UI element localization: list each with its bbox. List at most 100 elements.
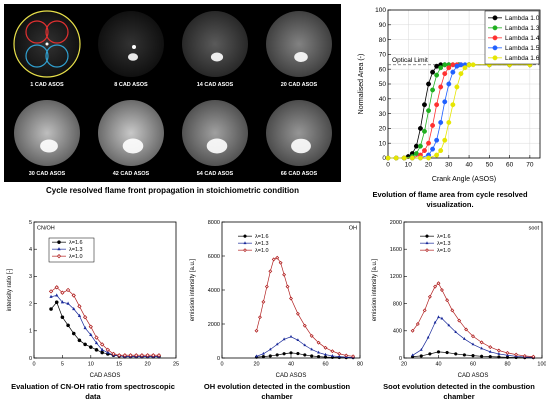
- data-point: [60, 290, 65, 295]
- x-tick-label: 40: [435, 362, 441, 368]
- legend-label: λ=1.6: [437, 234, 451, 240]
- flame-glow: [210, 52, 224, 62]
- legend-label: λ=1.6: [255, 234, 269, 240]
- data-point: [145, 353, 150, 358]
- y-tick-label: 100: [375, 7, 386, 14]
- data-point: [49, 294, 53, 298]
- data-point: [77, 304, 82, 309]
- y-tick-label: 5: [29, 220, 32, 226]
- data-point: [60, 300, 64, 304]
- frame-label: 54 CAD ASOS: [196, 171, 234, 177]
- data-point: [440, 316, 444, 320]
- x-tick-label: 20: [145, 362, 151, 368]
- data-point: [492, 15, 498, 21]
- y-tick-label: 6000: [208, 254, 220, 260]
- data-point: [438, 65, 444, 71]
- flame-frame: 8 CAD ASOS: [92, 7, 170, 89]
- x-tick-label: 25: [173, 362, 179, 368]
- series-line: [388, 64, 530, 159]
- data-point: [324, 352, 327, 356]
- frame-label: 20 CAD ASOS: [280, 82, 318, 88]
- data-point: [278, 260, 283, 265]
- data-point: [289, 296, 293, 301]
- data-point: [330, 349, 335, 354]
- legend-label: Lambda 1.4: [505, 35, 540, 42]
- data-point: [302, 323, 307, 328]
- y-tick-label: 3: [29, 274, 32, 280]
- data-point: [111, 351, 116, 357]
- data-point: [310, 347, 314, 351]
- data-point: [77, 313, 82, 317]
- valve-outline: [45, 44, 69, 68]
- flame-frame: 1 CAD ASOS: [8, 7, 86, 89]
- data-point: [433, 284, 438, 289]
- x-tick-label: 50: [486, 162, 494, 169]
- data-point: [317, 350, 320, 354]
- flame-image-panel: 1 CAD ASOS 8 CAD ASOS 14 CAD ASOS 20 CAD AS…: [4, 4, 341, 182]
- data-point: [422, 128, 427, 134]
- frame-label: 42 CAD ASOS: [112, 171, 150, 177]
- flame-frame: 66 CAD ASOS: [260, 96, 338, 178]
- data-point: [446, 65, 452, 71]
- flame-area-chart: 0 10 20 30 40 50 60 70 0 10 20 30 40 50 60 70 80 90 100 Cra…: [358, 7, 541, 183]
- data-point: [303, 343, 307, 347]
- x-tick-label: 60: [506, 162, 514, 169]
- data-point: [428, 352, 432, 356]
- y-tick-label: 4: [29, 247, 32, 253]
- data-point: [422, 102, 427, 108]
- x-tick-label: 0: [220, 362, 223, 368]
- data-point: [488, 345, 493, 350]
- data-point: [331, 354, 334, 357]
- flame-glow: [122, 138, 144, 154]
- data-point: [254, 328, 259, 333]
- x-axis-label: CAD ASOS: [90, 373, 121, 379]
- data-point: [439, 288, 444, 292]
- oh-emission-chart: 0 20 40 60 80 0 2000 4000 6000 8000 CAD ASOS emissi…: [190, 220, 363, 379]
- data-point: [289, 351, 293, 355]
- data-point: [462, 337, 466, 340]
- data-point: [450, 69, 456, 75]
- flame-frame: 54 CAD ASOS: [176, 96, 254, 178]
- data-point: [454, 84, 460, 90]
- data-point: [56, 254, 62, 259]
- y-tick-label: 8000: [208, 220, 220, 226]
- y-tick-label: 0: [399, 356, 402, 362]
- data-point: [454, 330, 458, 334]
- x-tick-label: 60: [470, 362, 476, 368]
- chart-title: CN/OH: [37, 226, 55, 232]
- data-point: [275, 353, 279, 357]
- y-tick-label: 20: [379, 126, 387, 133]
- data-point: [156, 353, 162, 358]
- y-axis-label: Normalised Area (-): [358, 54, 365, 115]
- data-point: [425, 241, 429, 245]
- data-point: [303, 353, 307, 357]
- data-point: [434, 152, 440, 158]
- data-point: [94, 335, 99, 340]
- data-point: [442, 71, 448, 77]
- data-point: [522, 353, 527, 358]
- data-point: [425, 234, 429, 238]
- data-point: [94, 347, 99, 352]
- data-point: [268, 354, 272, 358]
- y-tick-label: 10: [379, 140, 387, 147]
- data-point: [430, 87, 436, 93]
- data-point: [268, 347, 272, 351]
- data-point: [243, 234, 247, 238]
- data-point: [413, 143, 419, 149]
- legend-label: Lambda 1.3: [505, 25, 540, 32]
- data-point: [82, 315, 88, 320]
- flame-frame: 20 CAD ASOS: [260, 7, 338, 89]
- data-point: [417, 143, 423, 149]
- series-line: [388, 64, 530, 159]
- data-point: [344, 353, 349, 358]
- data-point: [454, 63, 460, 69]
- data-point: [437, 315, 440, 319]
- y-tick-label: 2: [29, 301, 32, 307]
- data-point: [105, 347, 111, 353]
- combustion-chamber-view: [98, 11, 164, 77]
- x-tick-label: 60: [322, 362, 328, 368]
- data-point: [470, 62, 476, 68]
- valve-outline: [25, 20, 49, 44]
- data-point: [66, 301, 70, 305]
- data-point: [434, 63, 440, 69]
